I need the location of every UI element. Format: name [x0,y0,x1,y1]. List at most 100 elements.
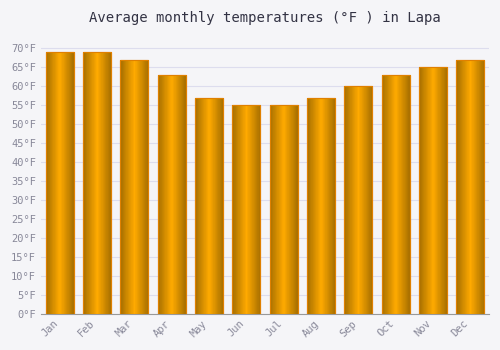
Bar [445,67,446,314]
Bar [238,105,239,314]
Bar [307,98,335,314]
Bar [437,67,438,314]
Bar [200,98,201,314]
Bar [232,105,233,314]
Bar [216,98,217,314]
Bar [357,86,358,314]
Bar [249,105,250,314]
Bar [390,75,391,314]
Bar [167,75,168,314]
Bar [134,60,135,314]
Bar [46,52,74,314]
Bar [464,60,465,314]
Bar [391,75,392,314]
Bar [364,86,365,314]
Bar [221,98,222,314]
Bar [199,98,200,314]
Bar [482,60,483,314]
Bar [255,105,256,314]
Bar [195,98,223,314]
Bar [270,105,297,314]
Bar [85,52,86,314]
Bar [184,75,185,314]
Bar [233,105,234,314]
Bar [433,67,434,314]
Bar [327,98,328,314]
Bar [207,98,208,314]
Bar [313,98,314,314]
Bar [371,86,372,314]
Bar [353,86,354,314]
Bar [466,60,467,314]
Bar [66,52,67,314]
Bar [72,52,73,314]
Bar [138,60,139,314]
Bar [256,105,257,314]
Bar [344,86,372,314]
Bar [65,52,66,314]
Bar [272,105,273,314]
Bar [183,75,184,314]
Bar [198,98,199,314]
Bar [475,60,476,314]
Bar [479,60,480,314]
Bar [135,60,136,314]
Bar [58,52,59,314]
Bar [86,52,87,314]
Bar [467,60,468,314]
Bar [239,105,240,314]
Bar [446,67,447,314]
Bar [288,105,289,314]
Bar [277,105,278,314]
Bar [387,75,388,314]
Bar [471,60,472,314]
Bar [460,60,462,314]
Bar [162,75,163,314]
Bar [425,67,426,314]
Bar [430,67,431,314]
Bar [472,60,473,314]
Bar [250,105,252,314]
Bar [147,60,148,314]
Bar [46,52,74,314]
Bar [382,75,384,314]
Bar [389,75,390,314]
Bar [129,60,130,314]
Bar [323,98,324,314]
Bar [443,67,444,314]
Bar [280,105,281,314]
Bar [361,86,362,314]
Bar [328,98,330,314]
Bar [399,75,400,314]
Bar [130,60,131,314]
Bar [141,60,142,314]
Bar [274,105,275,314]
Bar [179,75,180,314]
Bar [96,52,97,314]
Bar [138,60,140,314]
Bar [259,105,260,314]
Bar [185,75,186,314]
Bar [46,52,48,314]
Bar [438,67,439,314]
Bar [311,98,312,314]
Bar [128,60,130,314]
Bar [310,98,311,314]
Bar [218,98,219,314]
Bar [244,105,245,314]
Bar [195,98,223,314]
Bar [434,67,435,314]
Bar [458,60,459,314]
Bar [166,75,167,314]
Bar [291,105,292,314]
Bar [124,60,125,314]
Bar [276,105,277,314]
Bar [344,86,345,314]
Bar [370,86,371,314]
Bar [144,60,145,314]
Bar [476,60,477,314]
Bar [46,52,47,314]
Bar [369,86,370,314]
Bar [60,52,61,314]
Bar [248,105,249,314]
